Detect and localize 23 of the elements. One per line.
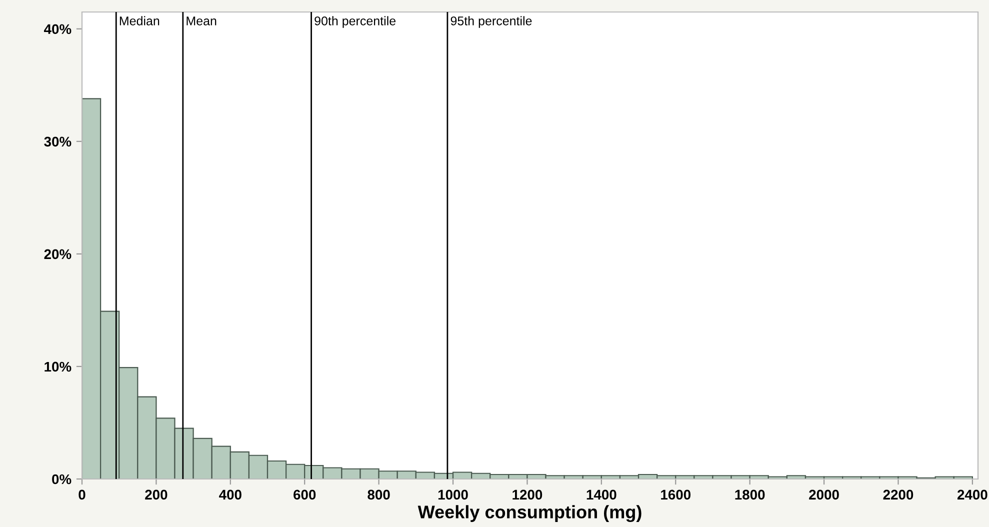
x-tick-label: 2400 xyxy=(957,490,988,500)
x-tick-label: 1800 xyxy=(735,490,765,500)
ref-line-label: 90th percentile xyxy=(314,16,396,28)
y-tick-label: 40% xyxy=(44,24,72,34)
x-tick-label: 0 xyxy=(78,490,86,500)
x-tick-label: 800 xyxy=(368,490,390,500)
x-tick-label: 2200 xyxy=(883,490,914,500)
ref-line-label: Median xyxy=(120,16,160,26)
x-tick-label: 1400 xyxy=(586,490,616,500)
x-tick-label: 600 xyxy=(294,490,316,500)
x-tick-label: 2000 xyxy=(809,490,839,500)
x-tick-label: 400 xyxy=(219,490,242,500)
y-tick-label: 0% xyxy=(52,474,72,484)
x-tick-label: 200 xyxy=(145,490,168,500)
y-tick-label: 10% xyxy=(44,362,72,372)
y-tick-label: 30% xyxy=(44,136,72,147)
y-tick-label: 20% xyxy=(44,249,72,260)
x-tick-label: 1000 xyxy=(438,490,468,500)
x-tick-label: 1600 xyxy=(661,490,691,500)
x-tick-label: 1200 xyxy=(512,490,542,500)
ref-line-label: 95th percentile xyxy=(450,16,532,28)
x-axis-title: Weekly consumption (mg) xyxy=(418,505,642,522)
ref-line-label: Mean xyxy=(186,16,216,26)
